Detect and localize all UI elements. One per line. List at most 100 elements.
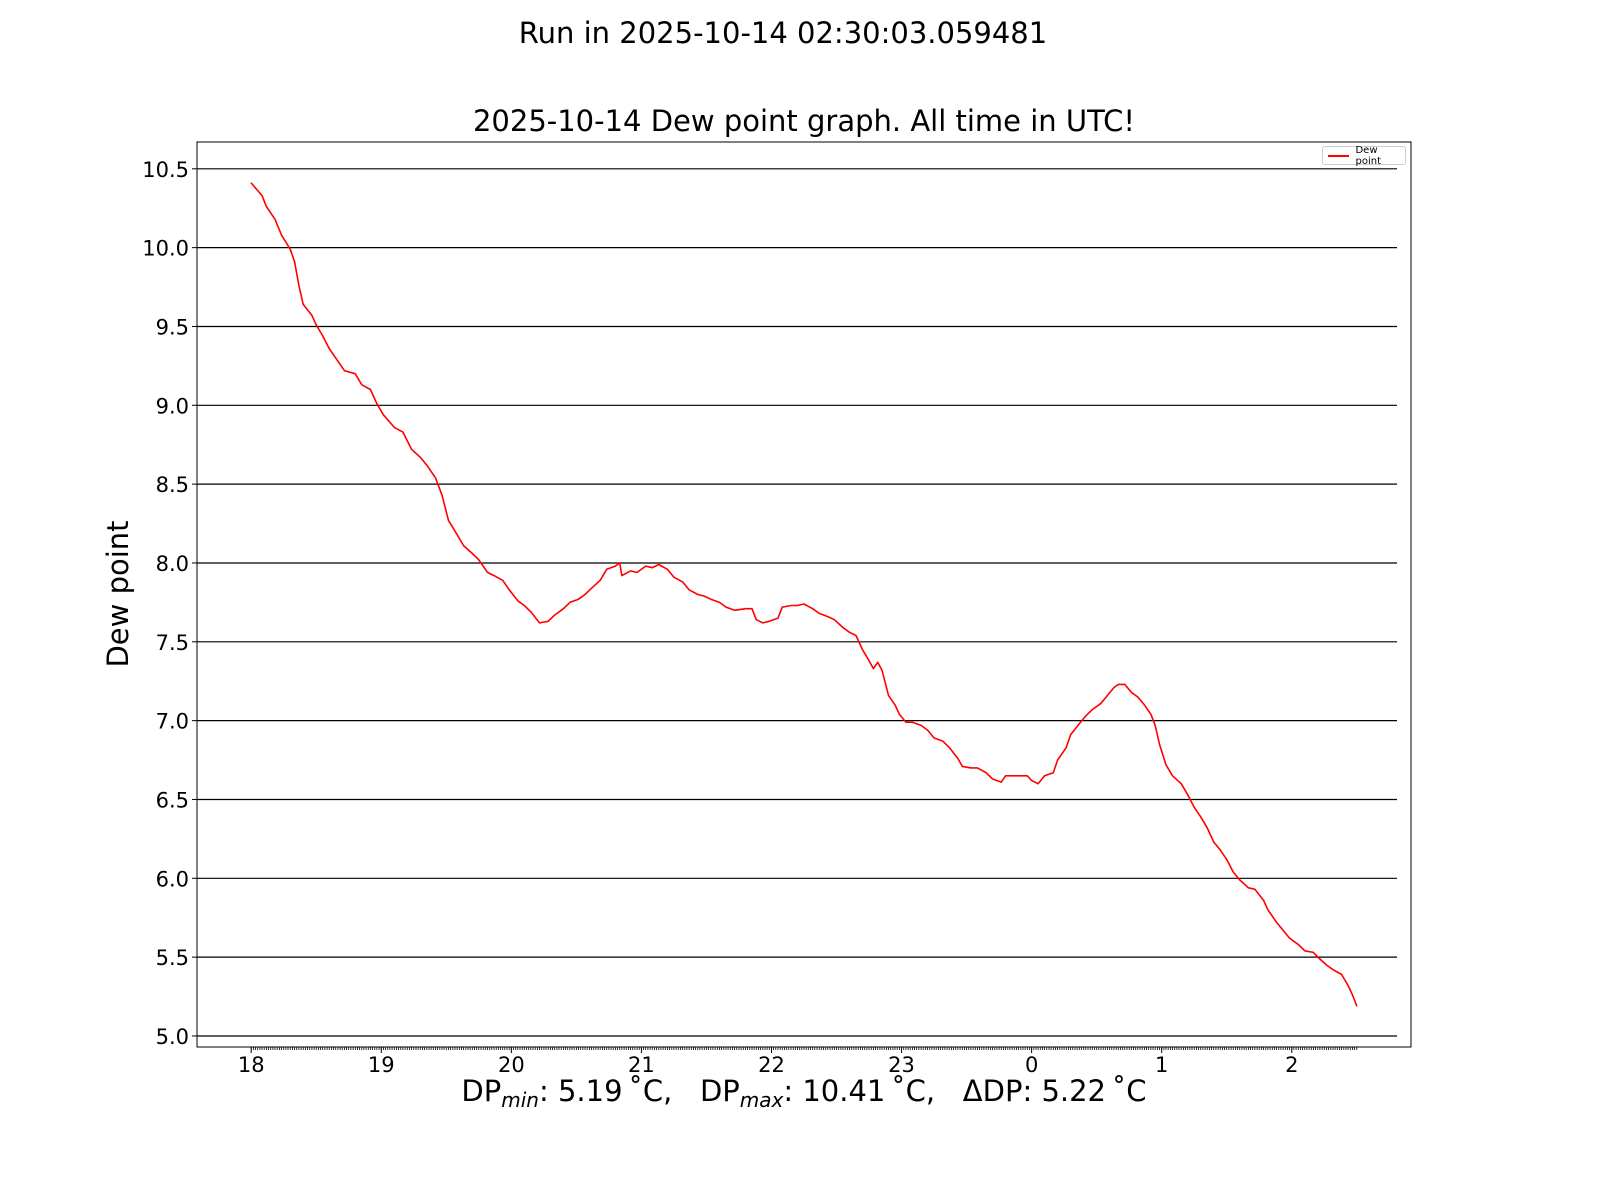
data-point: [1078, 723, 1080, 725]
data-point: [651, 567, 653, 569]
data-point: [682, 581, 684, 583]
data-point: [1226, 858, 1228, 860]
x-tick-label: 0: [1025, 1053, 1038, 1077]
data-point: [1254, 888, 1256, 890]
y-tick-label: 8.5: [156, 473, 189, 497]
data-point: [703, 595, 705, 597]
data-point: [920, 724, 922, 726]
data-point: [1137, 696, 1139, 698]
data-point: [614, 565, 616, 567]
data-point: [970, 767, 972, 769]
y-tick-label: 7.0: [156, 710, 189, 734]
data-point: [280, 234, 283, 236]
x-minor-ticks: [250, 1047, 1358, 1050]
data-point: [1297, 943, 1299, 946]
data-point: [855, 634, 857, 637]
data-point: [1037, 783, 1039, 785]
data-point: [354, 373, 356, 375]
data-point: [842, 627, 844, 629]
data-point: [666, 568, 669, 570]
data-point: [1180, 783, 1182, 785]
data-point: [636, 571, 638, 574]
data-point: [1026, 775, 1028, 777]
data-point: [1317, 956, 1319, 958]
data-point: [411, 448, 413, 451]
data-point: [493, 574, 495, 577]
data-point: [926, 729, 929, 731]
data-point: [751, 608, 753, 610]
data-point: [1100, 702, 1102, 704]
data-point: [382, 414, 385, 416]
x-tick-label: 19: [368, 1053, 395, 1077]
data-point: [1213, 841, 1215, 843]
data-point: [777, 617, 779, 619]
data-point: [1341, 973, 1343, 976]
data-point: [1052, 772, 1054, 774]
data-point: [1005, 775, 1007, 777]
data-point: [898, 713, 900, 715]
stats-summary: DPmin: 5.19 ˚C, DPmax: 10.41 ˚C, ΔDP: 5.…: [197, 1074, 1411, 1112]
data-point: [905, 721, 907, 723]
data-point: [812, 608, 814, 610]
y-tick-label: 9.0: [156, 394, 189, 418]
data-point: [1113, 686, 1115, 689]
data-point: [1117, 683, 1119, 685]
dp-max-value: : 10.41 ˚C,: [783, 1074, 963, 1108]
y-tick-label: 6.0: [156, 867, 189, 891]
data-point: [933, 737, 935, 739]
data-point: [584, 593, 586, 596]
data-point: [311, 314, 313, 317]
data-point: [1165, 764, 1167, 766]
data-point: [441, 494, 443, 496]
data-point: [734, 609, 736, 611]
x-tick-label: 21: [628, 1053, 655, 1077]
data-point: [361, 384, 363, 386]
data-point: [621, 574, 623, 577]
data-point: [293, 261, 296, 263]
data-point: [402, 431, 404, 433]
dp-min-prefix: DP: [461, 1074, 502, 1108]
data-point: [688, 589, 690, 591]
chart-title: 2025-10-14 Dew point graph. All time in …: [472, 104, 1136, 138]
data-point: [419, 456, 421, 458]
data-point: [369, 388, 372, 391]
x-tick-label: 18: [238, 1053, 265, 1077]
data-point: [1154, 724, 1156, 726]
data-point: [554, 614, 556, 616]
data-point: [538, 622, 541, 624]
y-tick-label: 5.0: [156, 1025, 189, 1049]
data-point: [1247, 887, 1250, 889]
plot-frame: [196, 141, 1412, 1048]
x-tick-label: 2: [1285, 1053, 1298, 1077]
data-point: [1065, 746, 1067, 749]
data-point: [868, 660, 870, 662]
data-point: [1325, 964, 1328, 966]
data-point: [606, 568, 608, 570]
data-point: [1070, 734, 1072, 736]
data-point: [645, 565, 647, 567]
legend-label-dew-point: Dew point: [1355, 144, 1381, 167]
data-point: [1282, 929, 1284, 931]
data-point: [447, 519, 450, 521]
series-layer: [250, 182, 1358, 1007]
data-point: [1304, 950, 1306, 952]
data-point: [508, 589, 510, 591]
data-point: [337, 360, 339, 362]
data-point: [894, 704, 896, 706]
data-point: [1158, 743, 1161, 745]
data-point: [1130, 691, 1132, 693]
data-point: [426, 464, 428, 466]
data-point: [393, 426, 395, 428]
data-point: [1044, 775, 1046, 777]
data-point: [619, 562, 621, 564]
data-point: [1289, 937, 1291, 939]
dp-min-sub: min: [501, 1088, 539, 1112]
x-axis: 18 19 20 21 22 23 0 1 2: [238, 1047, 1358, 1077]
data-point: [992, 778, 994, 780]
data-point: [887, 694, 890, 697]
data-point: [289, 248, 291, 250]
data-point: [848, 631, 851, 633]
data-point: [673, 576, 675, 578]
data-point: [315, 324, 317, 326]
data-point: [1347, 984, 1349, 987]
